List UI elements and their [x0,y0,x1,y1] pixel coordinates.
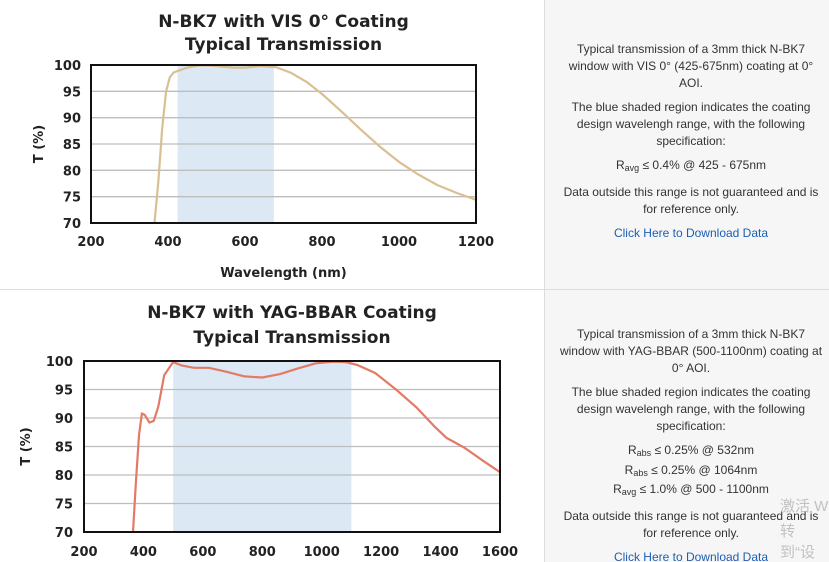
x-tick-label: 600 [231,235,258,250]
y-tick-label: 75 [55,498,73,513]
chart-subtitle: Typical Transmission [185,35,382,55]
x-axis-label: Wavelength (nm) [220,266,346,281]
y-tick-label: 85 [63,138,81,153]
spec-line: Ravg ≤ 0.4% @ 425 - 675nm [615,158,767,173]
x-tick-label: 200 [70,545,97,560]
description-intro: Typical transmission of a 3mm thick N-BK… [559,327,823,375]
spec-list: Ravg ≤ 0.4% @ 425 - 675nm [557,157,825,177]
spec-line: Ravg ≤ 1.0% @ 500 - 1100nm [613,482,769,497]
y-tick-label: 70 [63,217,81,232]
y-tick-label: 90 [63,112,81,127]
x-tick-label: 200 [77,235,104,250]
chart-title: N-BK7 with VIS 0° Coating [158,12,409,32]
chart-cell-yag: N-BK7 with YAG-BBAR Coating Typical Trans… [0,290,545,562]
description-yag: Typical transmission of a 3mm thick N-BK… [557,326,825,562]
watermark-line-2: 转到“设 [780,523,815,561]
x-tick-label: 400 [130,545,157,560]
chart-subtitle: Typical Transmission [193,328,390,348]
description-vis: Typical transmission of a 3mm thick N-BK… [557,41,825,249]
x-tick-label: 400 [154,235,181,250]
x-tick-label: 1000 [381,235,417,250]
description-shaded-note: The blue shaded region indicates the coa… [571,100,811,148]
x-tick-label: 1000 [304,545,340,560]
transmission-chart-yag: N-BK7 with YAG-BBAR Coating Typical Trans… [19,303,518,560]
chart-title: N-BK7 with YAG-BBAR Coating [147,303,437,323]
y-tick-label: 95 [55,384,73,399]
x-tick-label: 1400 [422,545,458,560]
y-tick-label: 100 [54,59,81,74]
y-tick-label: 80 [63,164,81,179]
y-axis-label: T (%) [32,125,47,163]
description-cell-vis: Typical transmission of a 3mm thick N-BK… [545,0,829,289]
y-axis-label: T (%) [19,427,34,465]
download-data-link[interactable]: Click Here to Download Data [613,549,769,562]
transmission-chart-vis: N-BK7 with VIS 0° Coating Typical Transmi… [32,12,494,281]
x-tick-label: 1200 [363,545,399,560]
product-row-yag: N-BK7 with YAG-BBAR Coating Typical Trans… [0,290,829,562]
description-cell-yag: Typical transmission of a 3mm thick N-BK… [545,290,829,562]
spec-line: Rabs ≤ 0.25% @ 532nm [627,443,754,458]
download-data-link[interactable]: Click Here to Download Data [613,225,769,240]
y-tick-label: 80 [55,469,73,484]
description-shaded-note: The blue shaded region indicates the coa… [571,385,811,433]
x-tick-label: 800 [308,235,335,250]
x-tick-label: 1600 [482,545,518,560]
y-tick-label: 95 [63,85,81,100]
x-tick-label: 1200 [458,235,494,250]
watermark-line-1: 激活 W [780,498,829,515]
chart-cell-vis: N-BK7 with VIS 0° Coating Typical Transmi… [0,0,545,289]
product-row-vis: N-BK7 with VIS 0° Coating Typical Transmi… [0,0,829,290]
spec-line: Rabs ≤ 0.25% @ 1064nm [624,462,758,478]
description-intro: Typical transmission of a 3mm thick N-BK… [568,42,814,90]
description-outside-note: Data outside this range is not guarantee… [563,184,819,216]
y-tick-label: 75 [63,191,81,206]
y-tick-label: 100 [46,355,73,370]
plot-frame [90,64,477,224]
y-tick-label: 85 [55,441,73,456]
y-tick-label: 90 [55,412,73,427]
description-outside-note: Data outside this range is not guarantee… [563,508,819,540]
transmission-curve [131,360,500,532]
x-tick-label: 600 [189,545,216,560]
plot-frame [83,360,501,533]
x-tick-label: 800 [249,545,276,560]
transmission-curve [153,64,476,223]
y-tick-label: 70 [55,526,73,541]
spec-list: Rabs ≤ 0.25% @ 532nm Rabs ≤ 0.25% @ 1064n… [557,442,825,501]
